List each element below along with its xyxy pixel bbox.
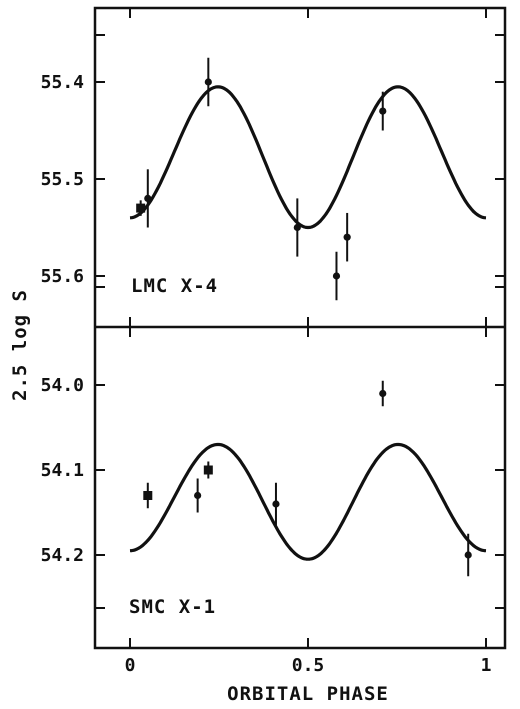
y-tick-label: 54.2: [41, 545, 84, 566]
data-point: [272, 500, 280, 508]
x-tick-label-0: 0: [125, 655, 136, 676]
data-point: [343, 233, 351, 241]
y-axis-label: 2.5 log S: [9, 289, 31, 401]
model-light-curve: [129, 442, 487, 561]
data-point: [204, 78, 212, 86]
y-tick-label: 54.1: [41, 460, 84, 481]
x-tick-label-0.5: 0.5: [292, 655, 325, 676]
y-tick-label: 54.0: [41, 375, 84, 396]
data-point: [144, 194, 152, 202]
y-tick-label: 55.5: [41, 169, 84, 190]
x-axis-label: ORBITAL PHASE: [227, 683, 389, 705]
smc-x1-label: SMC X-1: [129, 596, 216, 618]
data-point: [194, 491, 202, 500]
data-point-square: [143, 491, 153, 500]
y-tick-label: 55.4: [41, 72, 85, 93]
y-tick-label: 55.6: [41, 266, 84, 287]
data-point-square: [136, 203, 146, 213]
data-point-square: [203, 465, 213, 475]
x-tick-label-1: 1: [481, 655, 492, 676]
data-point: [379, 107, 387, 115]
lmc-x4-label: LMC X-4: [131, 275, 218, 297]
model-light-curve: [129, 85, 487, 230]
data-point: [293, 223, 301, 232]
data-point: [464, 551, 472, 559]
smc-x1-panel: 54.0 54.1 54.2: [41, 327, 505, 648]
data-point: [379, 389, 387, 398]
lmc-x4-panel: 55.4 55.5 55.6: [41, 8, 505, 327]
data-point: [332, 272, 341, 280]
